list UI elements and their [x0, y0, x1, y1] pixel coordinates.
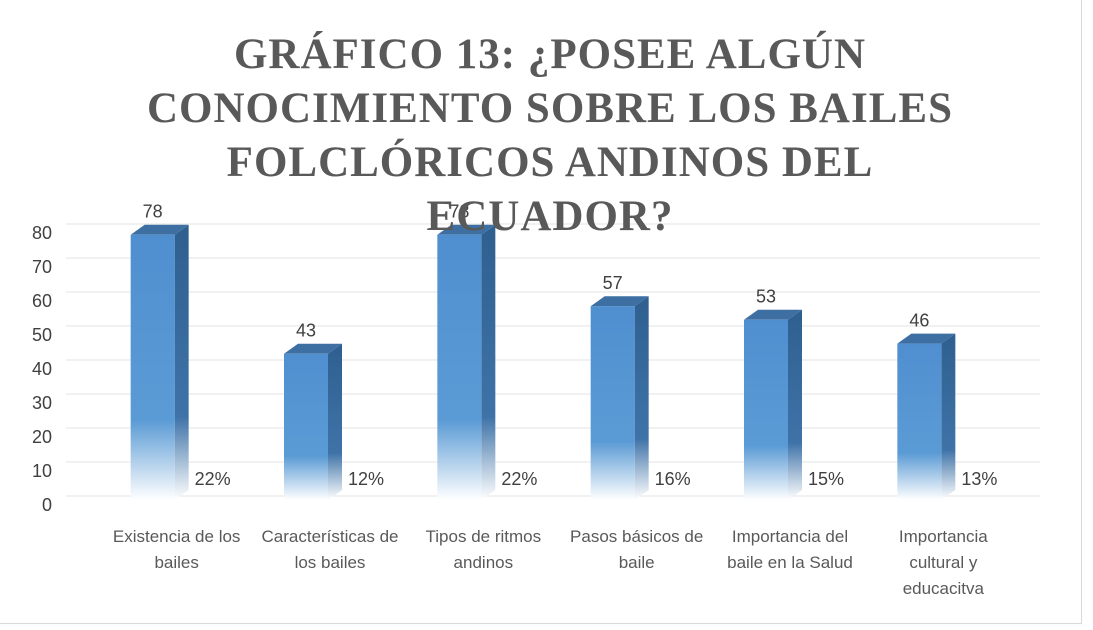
- x-tick-label: Tipos de ritmos andinos: [425, 527, 542, 572]
- data-label: 12%: [348, 469, 384, 489]
- data-label: 15%: [808, 469, 844, 489]
- bar-face: [897, 343, 942, 500]
- bar-face: [590, 306, 635, 500]
- data-label: 13%: [961, 469, 997, 489]
- bar: [437, 224, 496, 501]
- bar-face: [941, 333, 956, 500]
- y-tick-label: 70: [32, 257, 52, 277]
- data-label: 22%: [195, 469, 231, 489]
- data-label: 46: [909, 310, 929, 330]
- bar-face: [437, 224, 496, 235]
- y-tick-label: 0: [42, 495, 52, 515]
- chart-title: GRÁFICO 13: ¿POSEE ALGÚN CONOCIMIENTO SO…: [146, 31, 953, 240]
- y-tick-label: 50: [32, 325, 52, 345]
- data-label: 78: [143, 202, 163, 222]
- bar-face: [744, 319, 788, 500]
- data-label: 78: [449, 202, 469, 222]
- bar-face: [130, 234, 175, 501]
- y-tick-label: 10: [32, 461, 52, 481]
- bar-face: [634, 296, 649, 500]
- bar: [284, 343, 342, 500]
- y-tick-label: 40: [32, 359, 52, 379]
- x-tick-label: Existencia de los bailes: [112, 527, 241, 572]
- bar-face: [174, 224, 189, 501]
- bar-face: [284, 343, 342, 354]
- x-tick-label: Importancia cultural y educacitva: [898, 527, 988, 598]
- y-tick-label: 20: [32, 427, 52, 447]
- data-label: 16%: [655, 469, 691, 489]
- y-tick-label: 80: [32, 223, 52, 243]
- bar-face: [284, 353, 328, 500]
- bar-face: [481, 224, 496, 501]
- bar: [744, 309, 802, 500]
- bar-face: [130, 224, 189, 235]
- x-tick-label: Importancia del baile en la Salud: [727, 527, 853, 572]
- bar-face: [788, 309, 802, 500]
- data-label: 22%: [501, 469, 537, 489]
- y-tick-label: 30: [32, 393, 52, 413]
- bar-face: [897, 333, 956, 344]
- x-tick-label: Características de los bailes: [261, 527, 399, 572]
- data-label: 53: [756, 287, 776, 307]
- bar-face: [328, 343, 342, 500]
- bar-face: [437, 234, 482, 501]
- bar-face: [590, 296, 649, 307]
- bar: [590, 296, 649, 500]
- bar: [897, 333, 956, 500]
- data-label: 57: [603, 273, 623, 293]
- bar: [130, 224, 189, 501]
- data-label: 43: [296, 321, 316, 341]
- x-tick-label: Pasos básicos de baile: [570, 527, 704, 572]
- y-tick-label: 60: [32, 291, 52, 311]
- bar-face: [744, 309, 802, 320]
